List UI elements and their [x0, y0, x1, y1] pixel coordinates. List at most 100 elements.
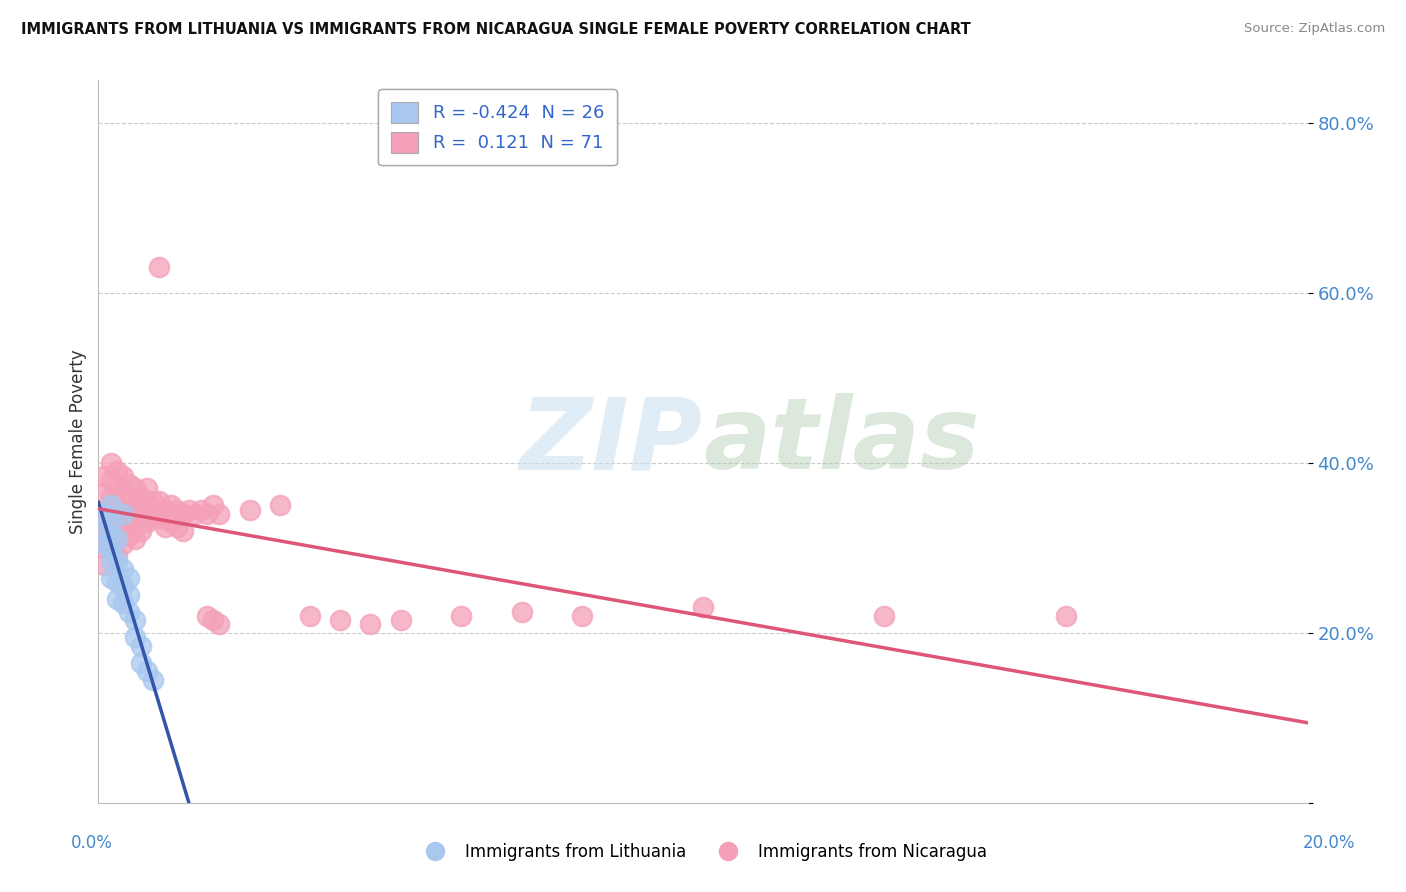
Point	[124, 481, 146, 495]
Point	[105, 591, 128, 606]
Point	[118, 511, 141, 525]
Point	[160, 516, 183, 530]
Point	[124, 533, 146, 547]
Point	[129, 507, 152, 521]
Point	[118, 494, 141, 508]
Legend: Immigrants from Lithuania, Immigrants from Nicaragua: Immigrants from Lithuania, Immigrants fr…	[412, 837, 994, 868]
Point	[202, 498, 225, 512]
Text: ZIP: ZIP	[520, 393, 703, 490]
Point	[148, 494, 170, 508]
Point	[100, 498, 122, 512]
Point	[129, 490, 152, 504]
Point	[93, 536, 115, 550]
Point	[179, 502, 201, 516]
Point	[111, 596, 134, 610]
Point	[100, 541, 122, 555]
Point	[111, 485, 134, 500]
Point	[208, 617, 231, 632]
Point	[299, 608, 322, 623]
Point	[105, 533, 128, 547]
Point	[105, 464, 128, 478]
Point	[450, 608, 472, 623]
Point	[105, 498, 128, 512]
Point	[510, 605, 533, 619]
Point	[153, 502, 176, 516]
Point	[142, 511, 165, 525]
Point	[202, 613, 225, 627]
Y-axis label: Single Female Poverty: Single Female Poverty	[69, 350, 87, 533]
Point	[166, 502, 188, 516]
Point	[118, 528, 141, 542]
Point	[148, 260, 170, 275]
Point	[124, 630, 146, 644]
Point	[111, 536, 134, 550]
Point	[184, 507, 207, 521]
Point	[93, 507, 115, 521]
Point	[135, 498, 157, 512]
Point	[142, 673, 165, 687]
Point	[105, 516, 128, 530]
Point	[111, 579, 134, 593]
Point	[111, 562, 134, 576]
Point	[111, 507, 134, 521]
Point	[118, 588, 141, 602]
Point	[111, 519, 134, 533]
Point	[135, 664, 157, 678]
Point	[160, 498, 183, 512]
Point	[111, 502, 134, 516]
Text: atlas: atlas	[703, 393, 980, 490]
Point	[93, 507, 115, 521]
Text: 20.0%: 20.0%	[1302, 834, 1355, 852]
Point	[105, 574, 128, 589]
Point	[93, 558, 115, 572]
Point	[105, 481, 128, 495]
Point	[100, 516, 122, 530]
Point	[172, 507, 194, 521]
Point	[100, 456, 122, 470]
Point	[389, 613, 412, 627]
Point	[571, 608, 593, 623]
Point	[100, 553, 122, 567]
Point	[190, 502, 212, 516]
Point	[129, 639, 152, 653]
Point	[100, 541, 122, 555]
Point	[124, 498, 146, 512]
Point	[329, 613, 352, 627]
Point	[172, 524, 194, 538]
Point	[135, 516, 157, 530]
Point	[93, 468, 115, 483]
Point	[360, 617, 382, 632]
Point	[100, 507, 122, 521]
Text: IMMIGRANTS FROM LITHUANIA VS IMMIGRANTS FROM NICARAGUA SINGLE FEMALE POVERTY COR: IMMIGRANTS FROM LITHUANIA VS IMMIGRANTS …	[21, 22, 970, 37]
Point	[153, 519, 176, 533]
Point	[135, 481, 157, 495]
Point	[129, 656, 152, 670]
Point	[129, 524, 152, 538]
Point	[105, 549, 128, 564]
Point	[93, 524, 115, 538]
Point	[118, 477, 141, 491]
Point	[118, 570, 141, 584]
Point	[93, 524, 115, 538]
Point	[1054, 608, 1077, 623]
Point	[124, 613, 146, 627]
Point	[105, 553, 128, 567]
Point	[118, 605, 141, 619]
Point	[100, 473, 122, 487]
Point	[100, 524, 122, 538]
Point	[873, 608, 896, 623]
Point	[208, 507, 231, 521]
Point	[105, 533, 128, 547]
Legend: R = -0.424  N = 26, R =  0.121  N = 71: R = -0.424 N = 26, R = 0.121 N = 71	[378, 89, 617, 165]
Point	[93, 485, 115, 500]
Point	[100, 528, 122, 542]
Point	[100, 570, 122, 584]
Point	[100, 490, 122, 504]
Text: Source: ZipAtlas.com: Source: ZipAtlas.com	[1244, 22, 1385, 36]
Text: 0.0%: 0.0%	[70, 834, 112, 852]
Point	[111, 468, 134, 483]
Point	[166, 519, 188, 533]
Point	[93, 541, 115, 555]
Point	[239, 502, 262, 516]
Point	[269, 498, 291, 512]
